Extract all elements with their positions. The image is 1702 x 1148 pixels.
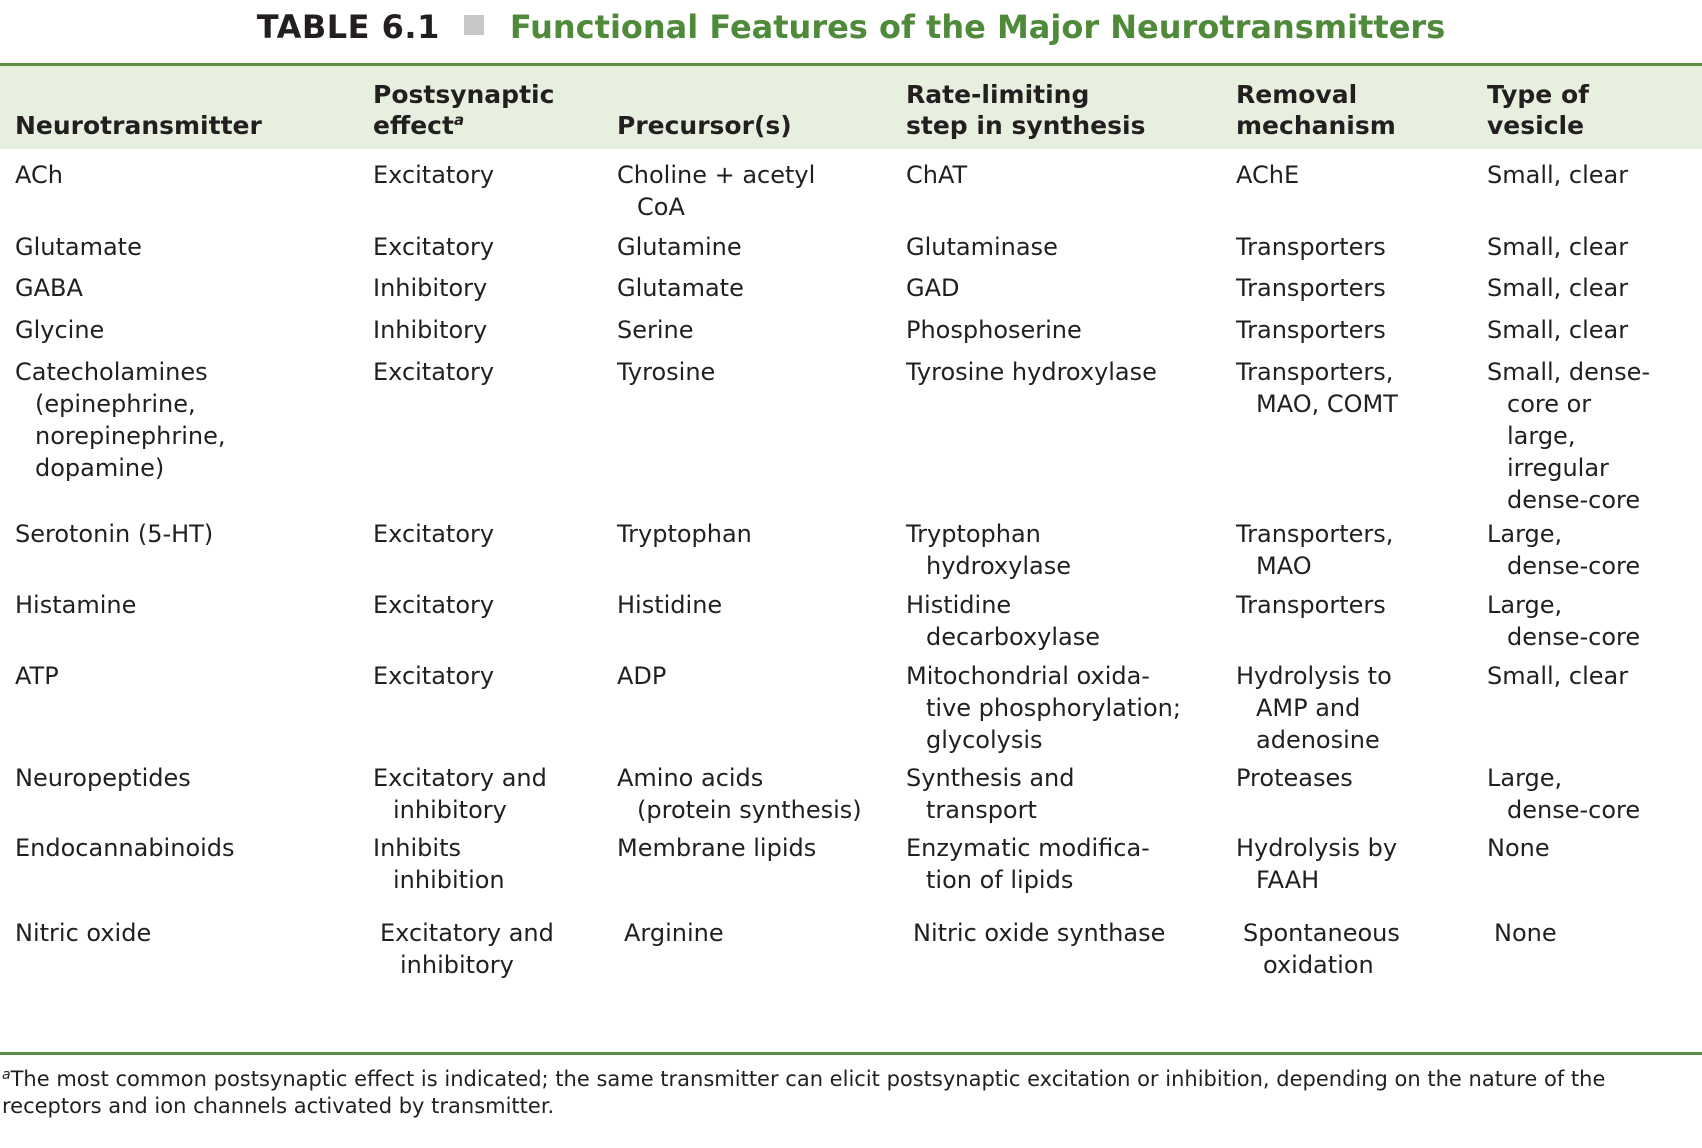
cell-postsynaptic-effect: Excitatory: [373, 591, 495, 619]
table-row: Nitric oxide Excitatory and inhibitory Arg…: [0, 899, 1702, 999]
cell-removal-mechanism: Transporters, MAO: [1236, 520, 1394, 580]
cell-neurotransmitter: Glutamate: [15, 233, 142, 261]
cell-postsynaptic-effect: Excitatory: [373, 358, 495, 386]
cell-postsynaptic-effect: Excitatory and inhibitory: [380, 919, 554, 979]
cell-neurotransmitter: Serotonin (5-HT): [15, 520, 214, 548]
cell-precursors: Glutamine: [617, 233, 742, 261]
table-row: Histamine Excitatory Histidine Histidine de…: [0, 579, 1702, 651]
table-title: Functional Features of the Major Neurotr…: [509, 8, 1446, 46]
cell-vesicle-type: Small, clear: [1487, 274, 1629, 302]
cell-removal-mechanism: Transporters: [1236, 316, 1386, 344]
header-vesicle-type: Type of vesicle: [1487, 80, 1589, 140]
cell-postsynaptic-effect: Inhibitory: [373, 274, 488, 302]
cell-postsynaptic-effect: Excitatory: [373, 161, 495, 189]
cell-postsynaptic-effect: Inhibitory: [373, 316, 488, 344]
table-title-row: TABLE 6.1 Functional Features of the Majo…: [0, 8, 1702, 46]
cell-removal-mechanism: Proteases: [1236, 764, 1353, 792]
cell-postsynaptic-effect: Excitatory: [373, 233, 495, 261]
header-rate-limiting-step: Rate-limiting step in synthesis: [906, 80, 1146, 140]
cell-precursors: Membrane lipids: [617, 834, 817, 862]
table-row: ACh Excitatory Choline + acetyl CoA ChAT ACh…: [0, 149, 1702, 221]
header-removal-mechanism: Removal mechanism: [1236, 80, 1396, 140]
header-precursors: Precursor(s): [617, 111, 792, 140]
cell-vesicle-type: Small, clear: [1487, 161, 1629, 189]
cell-neurotransmitter: ATP: [15, 662, 59, 690]
cell-rate-limiting-step: Glutaminase: [906, 233, 1058, 261]
cell-removal-mechanism: Transporters: [1236, 591, 1386, 619]
cell-neurotransmitter: Neuropeptides: [15, 764, 191, 792]
cell-neurotransmitter: Catecholamines (epinephrine, norepinephr…: [15, 358, 226, 482]
cell-removal-mechanism: Spontaneous oxidation: [1243, 919, 1400, 979]
cell-rate-limiting-step: Histidine decarboxylase: [906, 591, 1100, 651]
cell-postsynaptic-effect: Excitatory and inhibitory: [373, 764, 547, 824]
cell-precursors: ADP: [617, 662, 667, 690]
cell-precursors: Glutamate: [617, 274, 744, 302]
cell-postsynaptic-effect: Excitatory: [373, 662, 495, 690]
cell-rate-limiting-step: Synthesis and transport: [906, 764, 1075, 824]
cell-neurotransmitter: Glycine: [15, 316, 105, 344]
table-row: GABA Inhibitory Glutamate GAD Transporters Sm…: [0, 262, 1702, 304]
cell-removal-mechanism: Hydrolysis to AMP and adenosine: [1236, 662, 1392, 754]
table-row: Catecholamines (epinephrine, norepinephr…: [0, 346, 1702, 514]
cell-removal-mechanism: Transporters: [1236, 274, 1386, 302]
footnote-marker: a: [453, 111, 465, 129]
cell-neurotransmitter: Nitric oxide: [15, 919, 152, 947]
cell-neurotransmitter: GABA: [15, 274, 83, 302]
cell-removal-mechanism: Transporters, MAO, COMT: [1236, 358, 1398, 418]
cell-removal-mechanism: Transporters: [1236, 233, 1386, 261]
table-row: Serotonin (5-HT) Excitatory Tryptophan Tryp…: [0, 508, 1702, 580]
cell-rate-limiting-step: Tyrosine hydroxylase: [906, 358, 1157, 386]
footnote-text: The most common postsynaptic effect is i…: [2, 1067, 1606, 1118]
cell-vesicle-type: Large, dense-core: [1487, 591, 1641, 651]
header-neurotransmitter: Neurotransmitter: [15, 111, 262, 140]
top-rule: [0, 63, 1702, 66]
cell-postsynaptic-effect: Excitatory: [373, 520, 495, 548]
cell-rate-limiting-step: Enzymatic modifica- tion of lipids: [906, 834, 1150, 894]
table-row: Neuropeptides Excitatory and inhibitory Am…: [0, 752, 1702, 824]
cell-rate-limiting-step: Nitric oxide synthase: [913, 919, 1166, 947]
cell-vesicle-type: Small, dense- core or large, irregular d…: [1487, 358, 1651, 514]
cell-vesicle-type: Large, dense-core: [1487, 520, 1641, 580]
cell-vesicle-type: Small, clear: [1487, 662, 1629, 690]
cell-neurotransmitter: ACh: [15, 161, 63, 189]
cell-precursors: Amino acids (protein synthesis): [617, 764, 862, 824]
table-row: Glutamate Excitatory Glutamine Glutaminase T…: [0, 221, 1702, 262]
cell-postsynaptic-effect: Inhibits inhibition: [373, 834, 505, 894]
cell-neurotransmitter: Endocannabinoids: [15, 834, 235, 862]
cell-vesicle-type: Large, dense-core: [1487, 764, 1641, 824]
table-label: TABLE 6.1: [256, 8, 440, 46]
square-separator-icon: [463, 15, 484, 35]
cell-vesicle-type: Small, clear: [1487, 316, 1629, 344]
cell-precursors: Tryptophan: [617, 520, 752, 548]
cell-rate-limiting-step: ChAT: [906, 161, 968, 189]
cell-rate-limiting-step: Mitochondrial oxida- tive phosphorylatio…: [906, 662, 1181, 754]
cell-precursors: Arginine: [624, 919, 724, 947]
table-footnote: aThe most common postsynaptic effect is …: [2, 1066, 1700, 1120]
cell-vesicle-type: Small, clear: [1487, 233, 1629, 261]
cell-removal-mechanism: AChE: [1236, 161, 1300, 189]
cell-precursors: Histidine: [617, 591, 723, 619]
table-header: Neurotransmitter Postsynaptic effecta Pr…: [0, 66, 1702, 149]
table-row: ATP Excitatory ADP Mitochondrial oxida- tiv…: [0, 650, 1702, 754]
cell-rate-limiting-step: GAD: [906, 274, 960, 302]
cell-precursors: Serine: [617, 316, 694, 344]
table-row: Glycine Inhibitory Serine Phosphoserine Tran…: [0, 304, 1702, 346]
bottom-rule: [0, 1052, 1702, 1055]
cell-vesicle-type: None: [1487, 834, 1550, 862]
cell-rate-limiting-step: Phosphoserine: [906, 316, 1082, 344]
footnote-marker: a: [2, 1067, 11, 1083]
cell-rate-limiting-step: Tryptophan hydroxylase: [906, 520, 1071, 580]
table-row: Endocannabinoids Inhibits inhibition Membr…: [0, 822, 1702, 899]
cell-neurotransmitter: Histamine: [15, 591, 137, 619]
cell-vesicle-type: None: [1494, 919, 1557, 947]
cell-removal-mechanism: Hydrolysis by FAAH: [1236, 834, 1398, 894]
header-postsynaptic-effect: Postsynaptic effecta: [373, 80, 555, 140]
cell-precursors: Choline + acetyl CoA: [617, 161, 816, 221]
cell-precursors: Tyrosine: [617, 358, 716, 386]
